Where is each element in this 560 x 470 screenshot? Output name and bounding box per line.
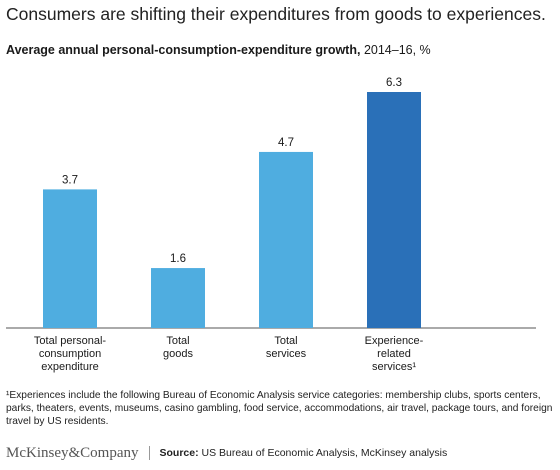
footnote: ¹Experiences include the following Burea… xyxy=(6,390,553,427)
footer: McKinsey&Company Source: US Bureau of Ec… xyxy=(6,443,447,463)
chart-subtitle: Average annual personal-consumption-expe… xyxy=(6,43,431,57)
category-label-2: Total goods xyxy=(163,335,193,360)
source-note: Source: US Bureau of Economic Analysis, … xyxy=(160,447,448,459)
category-label-3: Total services xyxy=(266,335,307,360)
chart-period-unit: 2014–16, % xyxy=(363,43,431,57)
footer-divider xyxy=(148,446,150,460)
bar-3 xyxy=(259,151,313,328)
headline: Consumers are shifting their expenditure… xyxy=(6,4,546,24)
bar-2 xyxy=(151,268,205,328)
bar-1 xyxy=(43,189,97,328)
value-label-1: 3.7 xyxy=(62,174,78,186)
source-label: Source: xyxy=(159,447,199,459)
bar-chart: 3.7 Total personal-consumption expenditure… xyxy=(6,77,536,373)
source-text: US Bureau of Economic Analysis, McKinsey… xyxy=(201,447,448,459)
category-label-4: Experience-related services¹ xyxy=(365,335,424,373)
value-label-2: 1.6 xyxy=(170,253,186,265)
chart-title: Average annual personal-consumption-expe… xyxy=(6,43,361,57)
mckinsey-logo: McKinsey&Company xyxy=(6,444,139,461)
category-label-1: Total personal-consumption expenditure xyxy=(34,335,106,373)
value-label-3: 4.7 xyxy=(278,137,294,149)
bar-4 xyxy=(367,92,421,328)
value-label-4: 6.3 xyxy=(386,77,402,89)
